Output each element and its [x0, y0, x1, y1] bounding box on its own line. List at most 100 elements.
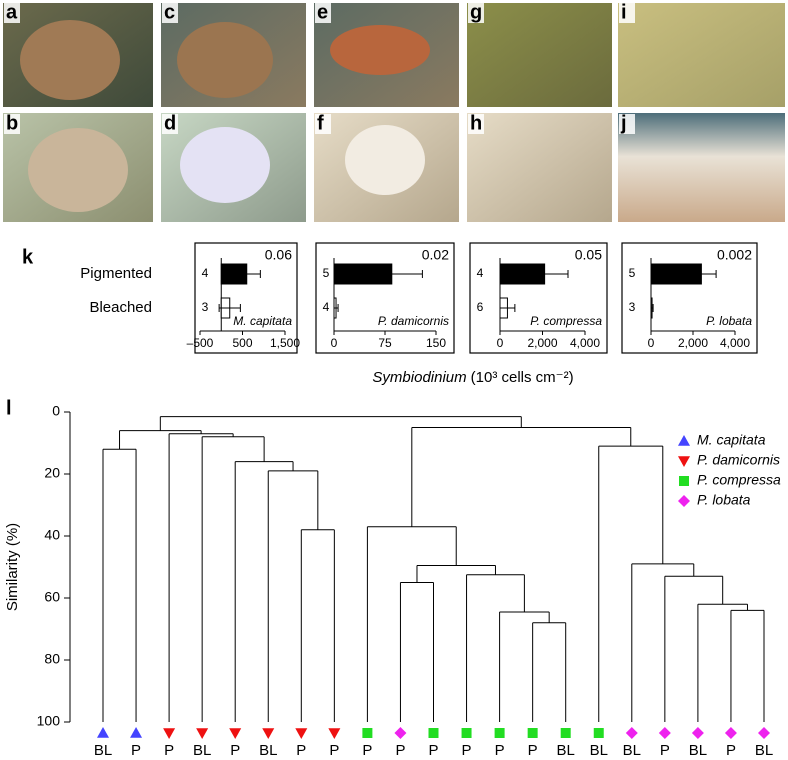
- plot-frame: [315, 242, 455, 354]
- p-value: 0.05: [575, 247, 602, 263]
- photos: [3, 3, 785, 222]
- x-tick-label: 0: [648, 336, 655, 350]
- photo-detail: [180, 127, 270, 203]
- panel-label: k: [22, 246, 34, 268]
- leaf-label: P: [131, 742, 141, 759]
- panel-label: g: [470, 1, 482, 23]
- leaf-marker: [295, 728, 308, 739]
- legend-marker: [678, 456, 690, 467]
- x-axis-label-italic: Symbiodinium: [372, 369, 466, 386]
- x-tick-label: 4,000: [570, 336, 600, 350]
- plot-frame: [469, 242, 608, 354]
- photo: [618, 113, 785, 222]
- leaf-label: BL: [193, 742, 211, 759]
- leaf-marker: [461, 728, 472, 738]
- y-tick-label: 40: [44, 527, 60, 543]
- panel-label: j: [620, 112, 627, 134]
- panel-label: h: [470, 112, 482, 134]
- species-name: P. damicornis: [378, 314, 449, 328]
- photo-detail: [177, 22, 273, 98]
- panel-label-bg: [162, 3, 178, 23]
- x-tick-label: 4,000: [720, 336, 750, 350]
- y-tick-label: 100: [37, 713, 61, 729]
- leaf-label: P: [329, 742, 339, 759]
- leaf-marker: [593, 728, 604, 738]
- leaf-marker: [196, 728, 209, 739]
- photo-detail: [20, 20, 120, 100]
- leaf-marker: [691, 727, 704, 739]
- legend-label: P. lobata: [697, 492, 751, 508]
- leaf-label: P: [528, 742, 538, 759]
- leaf-label: BL: [755, 742, 773, 759]
- plot-frame: [621, 242, 758, 354]
- leaf-label: P: [660, 742, 670, 759]
- leaf-label: BL: [623, 742, 641, 759]
- leaf-marker: [428, 728, 439, 738]
- x-tick-label: 150: [426, 336, 446, 350]
- panel-label-bg: [468, 3, 484, 23]
- panel-label-bg: [4, 114, 20, 134]
- x-axis-label: Symbiodinium (10³ cells cm⁻²): [372, 369, 573, 386]
- x-tick-label: 2,000: [678, 336, 708, 350]
- p-value: 0.002: [717, 247, 752, 263]
- leaf-marker: [494, 728, 505, 738]
- leaf-label: P: [164, 742, 174, 759]
- panel-label: b: [6, 112, 18, 134]
- x-axis-label-unit: (10³ cells cm⁻²): [471, 369, 574, 386]
- y-axis-label: Similarity (%): [4, 523, 21, 611]
- panel-label: c: [164, 1, 175, 23]
- photo: [618, 3, 785, 107]
- leaf-label: BL: [259, 742, 277, 759]
- leaf-marker: [362, 728, 373, 738]
- photo: [467, 113, 612, 222]
- leaf-marker: [625, 727, 638, 739]
- leaf-marker: [229, 728, 242, 739]
- leaf-marker: [130, 727, 143, 738]
- leaf-label: P: [726, 742, 736, 759]
- leaf-marker: [724, 727, 737, 739]
- n-label: 3: [202, 300, 209, 314]
- leaf-label: P: [428, 742, 438, 759]
- category-label: Pigmented: [80, 265, 152, 282]
- leaf-marker: [328, 728, 341, 739]
- leaf-marker: [658, 727, 671, 739]
- legend-marker: [678, 435, 690, 446]
- photo-detail: [330, 25, 430, 75]
- panel-label-bg: [315, 3, 331, 23]
- leaf-marker: [527, 728, 538, 738]
- panel-label: l: [6, 397, 12, 419]
- leaf-marker: [163, 728, 176, 739]
- legend-label: P. compressa: [697, 472, 781, 488]
- x-tick-label: 0: [331, 336, 338, 350]
- legend-marker: [678, 495, 690, 507]
- leaf-label: P: [362, 742, 372, 759]
- leaf-label: BL: [94, 742, 112, 759]
- y-tick-label: 0: [52, 403, 60, 419]
- panel-label: f: [317, 112, 324, 134]
- photo-detail: [28, 128, 128, 212]
- n-label: 6: [477, 300, 484, 314]
- leaf-label: BL: [557, 742, 575, 759]
- photo-detail: [345, 125, 425, 195]
- species-name: M. capitata: [233, 314, 292, 328]
- leaf-label: P: [395, 742, 405, 759]
- y-tick-label: 20: [44, 465, 60, 481]
- n-label: 5: [323, 266, 330, 280]
- y-tick-label: 80: [44, 651, 60, 667]
- x-tick-label: 1,500: [270, 336, 300, 350]
- panel-label: e: [317, 1, 328, 23]
- x-tick-label: 0: [497, 336, 504, 350]
- panel-label-bg: [468, 114, 484, 134]
- leaf-label: BL: [689, 742, 707, 759]
- panel-label-bg: [315, 114, 331, 134]
- legend-label: P. damicornis: [697, 452, 780, 468]
- y-tick-label: 60: [44, 589, 60, 605]
- leaf-marker: [394, 727, 407, 739]
- n-label: 4: [202, 266, 209, 280]
- photo: [467, 3, 612, 107]
- n-label: 3: [629, 300, 636, 314]
- x-tick-label: 500: [232, 336, 252, 350]
- leaf-label: P: [462, 742, 472, 759]
- leaf-marker: [758, 727, 770, 739]
